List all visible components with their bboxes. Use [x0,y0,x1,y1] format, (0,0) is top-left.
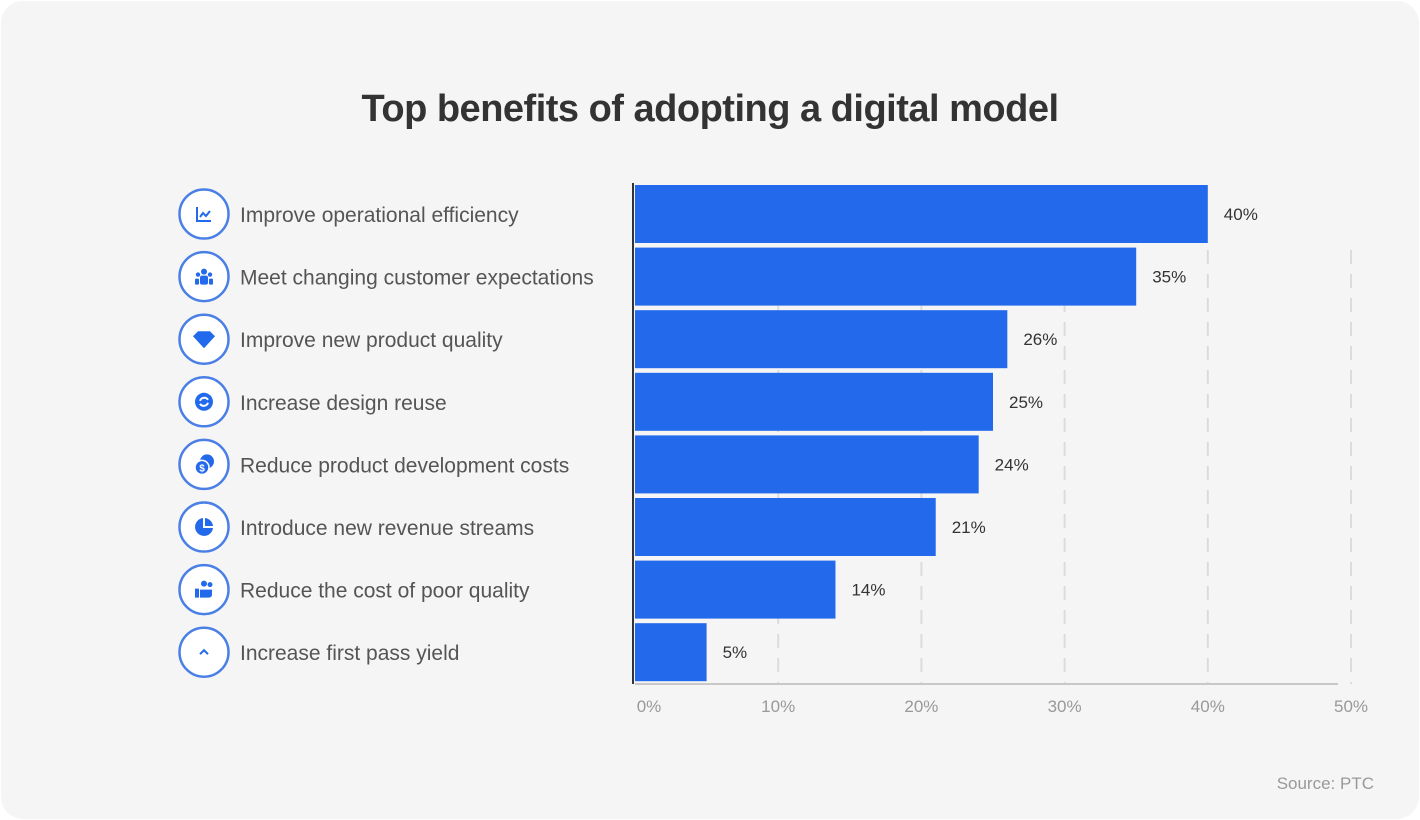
category-label: Improve operational efficiency [240,204,519,227]
data-label: 21% [952,518,986,537]
bar [635,498,936,556]
bar [635,310,1008,369]
category-label: Meet changing customer expectations [240,267,594,290]
x-tick-label: 10% [761,697,795,716]
data-label: 14% [851,581,885,600]
x-tick-label: 30% [1048,697,1082,716]
bar [635,623,707,682]
category-label: Reduce product development costs [240,454,569,477]
recycle-icon [195,392,213,411]
category-label: Introduce new revenue streams [240,517,534,540]
coins-icon: $ [194,454,214,476]
data-label: 26% [1023,330,1057,349]
chart-title: Top benefits of adopting a digital model [361,88,1059,130]
svg-text:$: $ [199,463,205,474]
category-label: Increase design reuse [240,392,447,415]
x-tick-label: 40% [1191,697,1225,716]
hand-people-icon [195,580,213,598]
source-note: Source: PTC [1276,774,1374,793]
data-label: 40% [1224,205,1258,224]
x-tick-label: 50% [1334,697,1368,716]
bar [635,435,979,494]
bar [635,372,993,431]
diamond-icon [193,331,215,349]
data-label: 25% [1009,393,1043,412]
icon-circle [178,501,230,553]
x-tick-label: 20% [904,697,938,716]
x-tick-label: 0% [637,697,662,716]
data-label: 24% [995,455,1029,474]
people-icon [195,268,213,285]
data-label: 35% [1152,268,1186,287]
category-label: Increase first pass yield [240,642,459,665]
category-label: Improve new product quality [240,329,503,352]
bar [635,247,1137,306]
line-chart-icon [196,207,211,222]
chevron-up-icon [199,648,209,655]
bar [635,560,836,619]
pie-chart-icon [195,518,213,536]
bar [635,185,1208,243]
data-label: 5% [723,643,748,662]
category-label: Reduce the cost of poor quality [240,580,530,603]
icon-circle [178,626,230,678]
